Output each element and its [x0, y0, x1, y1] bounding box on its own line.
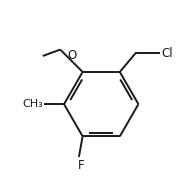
- Text: CH₃: CH₃: [22, 99, 43, 109]
- Text: Cl: Cl: [161, 47, 173, 60]
- Text: F: F: [77, 159, 84, 172]
- Text: O: O: [68, 49, 77, 62]
